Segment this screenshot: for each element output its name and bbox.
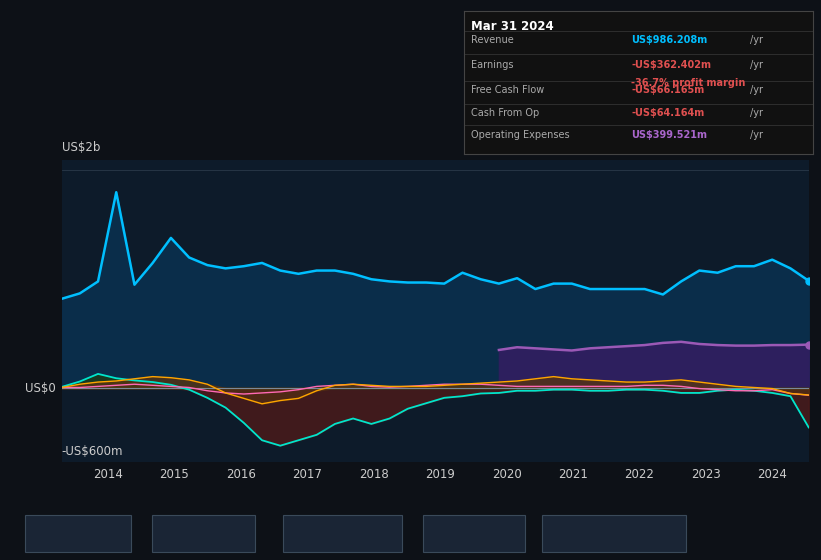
Text: Free Cash Flow: Free Cash Flow (306, 529, 384, 538)
Text: Earnings: Earnings (175, 529, 220, 538)
Text: Operating Expenses: Operating Expenses (471, 130, 570, 140)
Text: -US$66.165m: -US$66.165m (631, 86, 704, 95)
Text: -US$362.402m: -US$362.402m (631, 60, 711, 70)
Text: Mar 31 2024: Mar 31 2024 (471, 20, 553, 33)
Text: Revenue: Revenue (48, 529, 93, 538)
Text: Revenue: Revenue (471, 35, 514, 45)
Text: -US$64.164m: -US$64.164m (631, 108, 704, 118)
Text: /yr: /yr (750, 108, 763, 118)
Text: /yr: /yr (750, 130, 763, 140)
Text: /yr: /yr (750, 86, 763, 95)
Text: Cash From Op: Cash From Op (471, 108, 539, 118)
Text: US$2b: US$2b (62, 141, 100, 154)
Text: ●: ● (34, 529, 43, 538)
Text: -US$600m: -US$600m (62, 445, 123, 458)
Text: -36.7% profit margin: -36.7% profit margin (631, 78, 745, 88)
Text: Earnings: Earnings (471, 60, 513, 70)
Text: Operating Expenses: Operating Expenses (565, 529, 670, 538)
Text: ●: ● (162, 529, 170, 538)
Text: ●: ● (552, 529, 560, 538)
Text: Free Cash Flow: Free Cash Flow (471, 86, 544, 95)
Text: /yr: /yr (750, 60, 763, 70)
Text: ●: ● (433, 529, 441, 538)
Text: Cash From Op: Cash From Op (446, 529, 519, 538)
Text: US$0: US$0 (25, 381, 56, 395)
Text: ●: ● (293, 529, 301, 538)
Text: /yr: /yr (750, 35, 763, 45)
Text: US$399.521m: US$399.521m (631, 130, 708, 140)
Text: US$986.208m: US$986.208m (631, 35, 708, 45)
